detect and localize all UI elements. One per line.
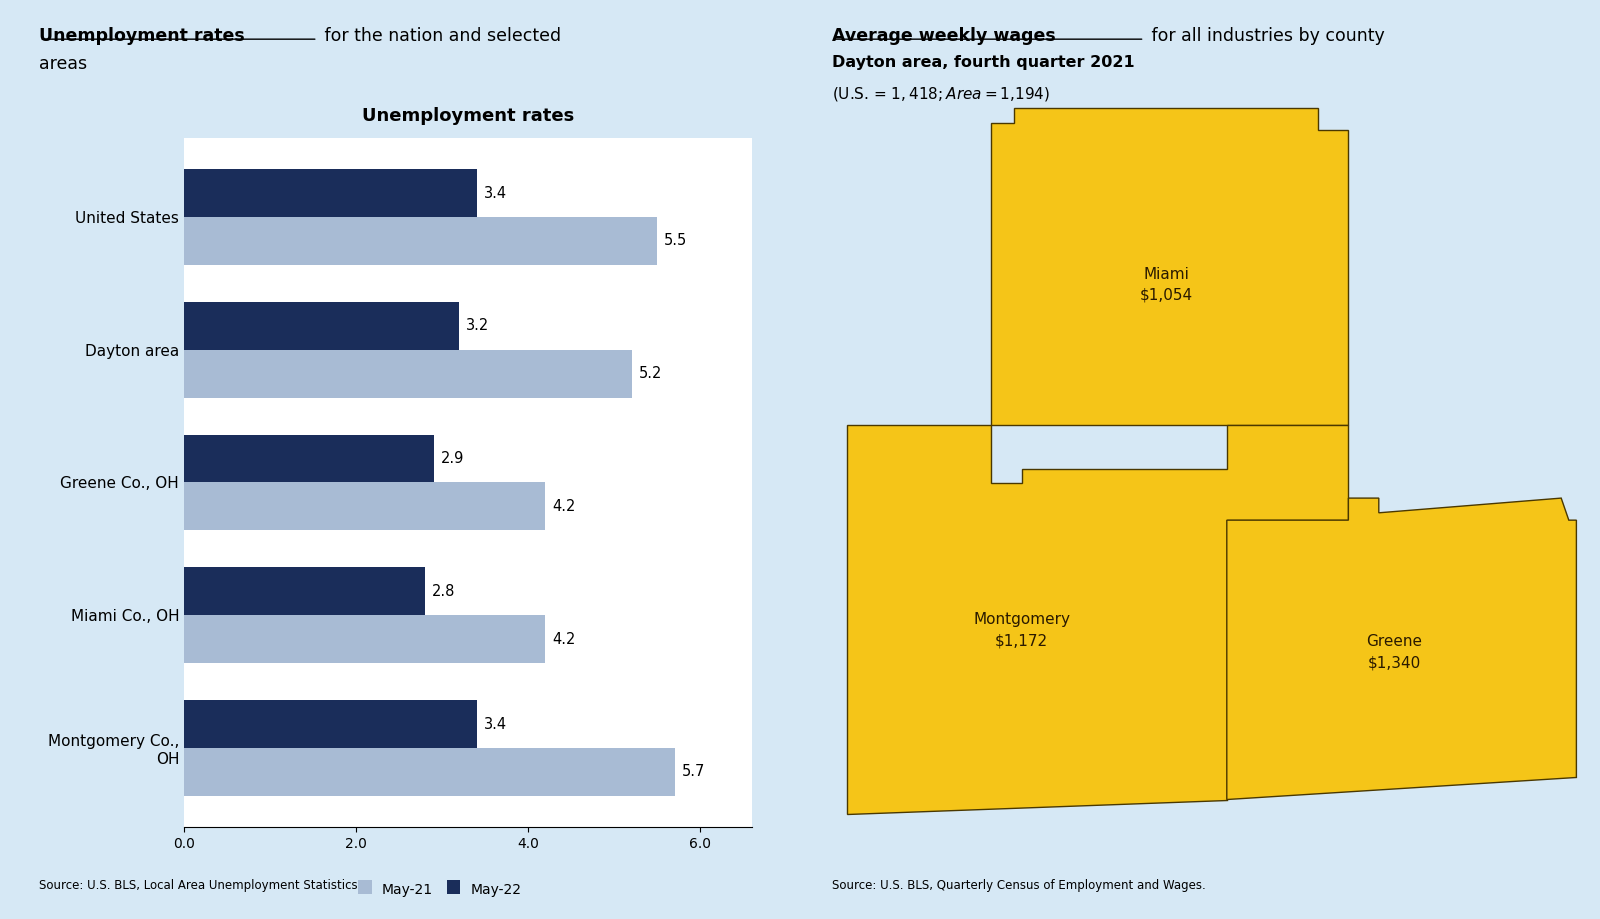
Text: 5.5: 5.5 (664, 233, 688, 248)
Bar (184, 302, 459, 350)
Text: 3.2: 3.2 (466, 318, 490, 334)
Bar (184, 700, 477, 748)
Text: Dayton area, fourth quarter 2021: Dayton area, fourth quarter 2021 (832, 54, 1134, 70)
Polygon shape (992, 108, 1349, 425)
Bar (184, 748, 675, 796)
Text: Miami
$1,054: Miami $1,054 (1139, 267, 1192, 303)
Text: Montgomery
$1,172: Montgomery $1,172 (973, 612, 1070, 649)
Text: for all industries by county: for all industries by county (1146, 28, 1386, 45)
Polygon shape (846, 425, 1349, 814)
Bar (184, 217, 658, 265)
Legend: May-21, May-22: May-21, May-22 (352, 878, 526, 902)
Bar (184, 567, 426, 615)
Text: Source: U.S. BLS, Quarterly Census of Employment and Wages.: Source: U.S. BLS, Quarterly Census of Em… (832, 879, 1205, 891)
Text: areas: areas (40, 54, 88, 73)
Text: Source: U.S. BLS, Local Area Unemployment Statistics.: Source: U.S. BLS, Local Area Unemploymen… (40, 879, 362, 891)
Text: 2.9: 2.9 (440, 451, 464, 466)
Title: Unemployment rates: Unemployment rates (362, 108, 574, 125)
Text: 2.8: 2.8 (432, 584, 456, 599)
Text: 4.2: 4.2 (552, 499, 576, 514)
Text: Greene
$1,340: Greene $1,340 (1366, 634, 1422, 671)
Text: (U.S. = $1,418; Area = $1,194): (U.S. = $1,418; Area = $1,194) (832, 85, 1050, 103)
Text: 3.4: 3.4 (483, 717, 507, 732)
Text: for the nation and selected: for the nation and selected (320, 28, 562, 45)
Text: 3.4: 3.4 (483, 186, 507, 200)
Bar (184, 169, 477, 217)
Polygon shape (1227, 498, 1576, 800)
Text: 5.2: 5.2 (638, 366, 662, 381)
Text: 4.2: 4.2 (552, 631, 576, 647)
Text: Unemployment rates: Unemployment rates (40, 28, 245, 45)
Bar (184, 482, 546, 530)
Text: Average weekly wages: Average weekly wages (832, 28, 1056, 45)
Text: 5.7: 5.7 (682, 765, 706, 779)
Bar (184, 615, 546, 663)
Bar (184, 435, 434, 482)
Bar (184, 350, 632, 398)
